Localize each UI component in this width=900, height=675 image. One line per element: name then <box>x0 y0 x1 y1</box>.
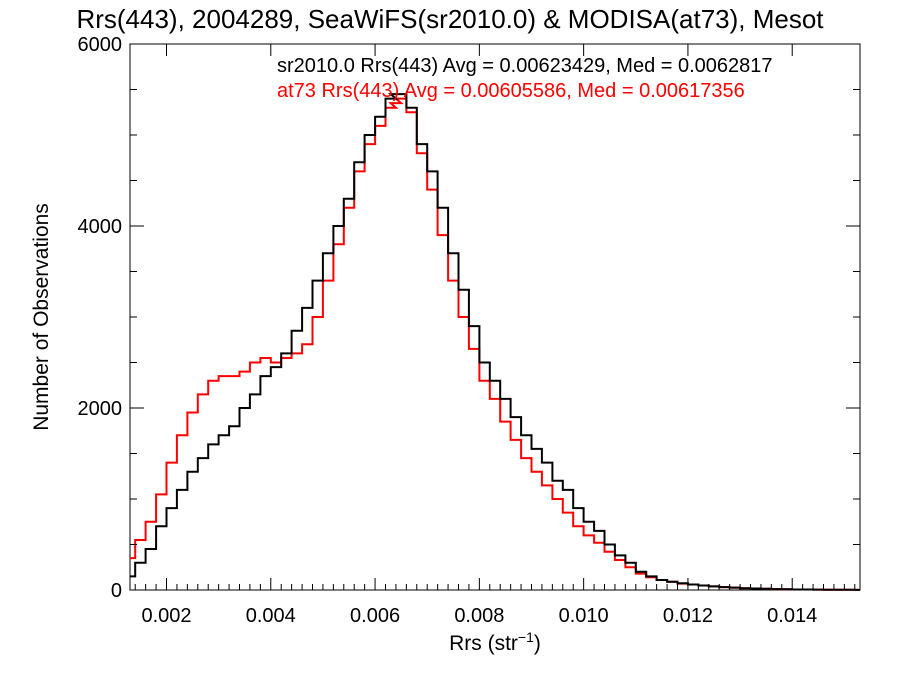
y-tick-label: 2000 <box>78 398 123 420</box>
legend-entry-sr2010-0: sr2010.0 Rrs(443) Avg = 0.00623429, Med … <box>277 55 773 77</box>
x-axis: 0.002 0.004 0.006 0.008 0.010 0.012 0.014 <box>134 44 856 627</box>
legend: sr2010.0 Rrs(443) Avg = 0.00623429, Med … <box>277 55 773 102</box>
series-line-at73 <box>130 97 860 591</box>
y-tick-label: 4000 <box>78 216 123 238</box>
x-axis-label-main: Rrs (str <box>449 632 518 655</box>
plot-frame <box>129 43 861 591</box>
x-axis-label-superscript: −1 <box>518 629 534 645</box>
y-axis: 0 2000 4000 6000 <box>78 34 860 602</box>
y-axis-label: Number of Observations <box>30 203 53 431</box>
chart-title: Rrs(443), 2004289, SeaWiFS(sr2010.0) & M… <box>76 4 824 34</box>
x-tick-label: 0.010 <box>559 605 609 627</box>
x-axis-label: Rrs (str−1) <box>449 629 541 655</box>
series-line-sr2010-0 <box>130 93 860 591</box>
series-layer <box>130 93 860 591</box>
y-tick-label: 0 <box>111 580 122 602</box>
x-tick-label: 0.002 <box>141 605 191 627</box>
x-tick-label: 0.008 <box>454 605 504 627</box>
plot-area <box>129 43 861 591</box>
y-tick-label: 6000 <box>78 34 123 56</box>
x-tick-label: 0.006 <box>350 605 400 627</box>
x-axis-label-close: ) <box>534 632 541 655</box>
x-tick-label: 0.004 <box>246 605 296 627</box>
x-tick-label: 0.014 <box>767 605 817 627</box>
legend-entry-at73: at73 Rrs(443) Avg = 0.00605586, Med = 0.… <box>277 80 745 102</box>
x-tick-label: 0.012 <box>663 605 713 627</box>
